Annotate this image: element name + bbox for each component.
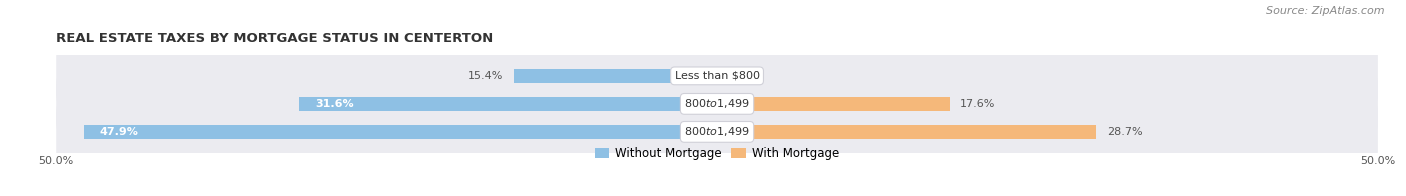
Text: $800 to $1,499: $800 to $1,499 xyxy=(685,97,749,110)
Bar xyxy=(513,69,717,83)
Text: 17.6%: 17.6% xyxy=(960,99,995,109)
Text: 15.4%: 15.4% xyxy=(468,71,503,81)
Text: 0.0%: 0.0% xyxy=(728,71,756,81)
Text: REAL ESTATE TAXES BY MORTGAGE STATUS IN CENTERTON: REAL ESTATE TAXES BY MORTGAGE STATUS IN … xyxy=(56,32,494,45)
Bar xyxy=(717,97,949,111)
Text: Source: ZipAtlas.com: Source: ZipAtlas.com xyxy=(1267,6,1385,16)
Bar xyxy=(717,125,1097,139)
Text: 47.9%: 47.9% xyxy=(100,127,139,137)
FancyBboxPatch shape xyxy=(56,76,1378,132)
Bar xyxy=(299,97,717,111)
Bar xyxy=(84,125,717,139)
Text: 28.7%: 28.7% xyxy=(1107,127,1143,137)
Text: $800 to $1,499: $800 to $1,499 xyxy=(685,125,749,138)
FancyBboxPatch shape xyxy=(56,104,1378,160)
Legend: Without Mortgage, With Mortgage: Without Mortgage, With Mortgage xyxy=(591,142,844,165)
FancyBboxPatch shape xyxy=(56,48,1378,104)
Text: 31.6%: 31.6% xyxy=(315,99,354,109)
Text: Less than $800: Less than $800 xyxy=(675,71,759,81)
